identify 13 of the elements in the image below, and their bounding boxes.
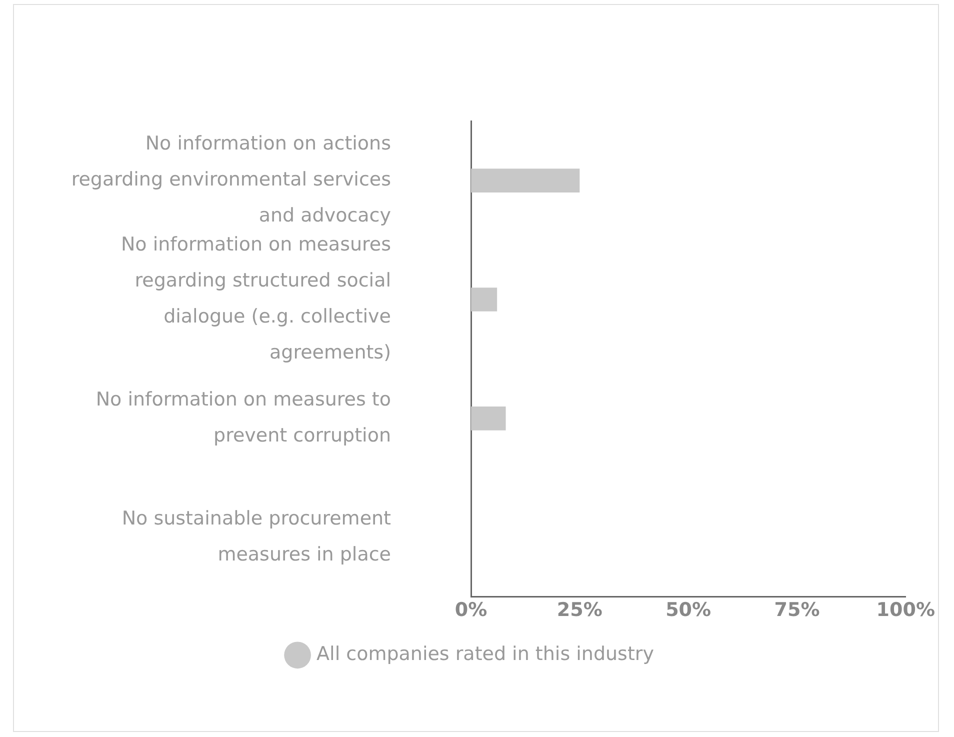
x-tick-label: 25% [556,599,602,622]
y-tick-label: No information on measures to prevent corruption [96,388,391,446]
bar [471,406,506,430]
x-tick-label: 100% [876,599,936,622]
bar [471,168,580,192]
x-tick-label: 50% [666,599,712,622]
legend-label: All companies rated in this industry [316,643,654,666]
x-tick-label: 0% [454,599,488,622]
y-tick-label: No sustainable procurement measures in place [122,507,391,566]
y-tick-label: No information on actions regarding environmental services and advocacy [71,132,391,227]
x-tick-label: 75% [774,599,820,622]
y-tick-label: No information on measures regarding structured social dialogue (e.g. collective agreements) [120,233,391,364]
bar [471,288,498,312]
